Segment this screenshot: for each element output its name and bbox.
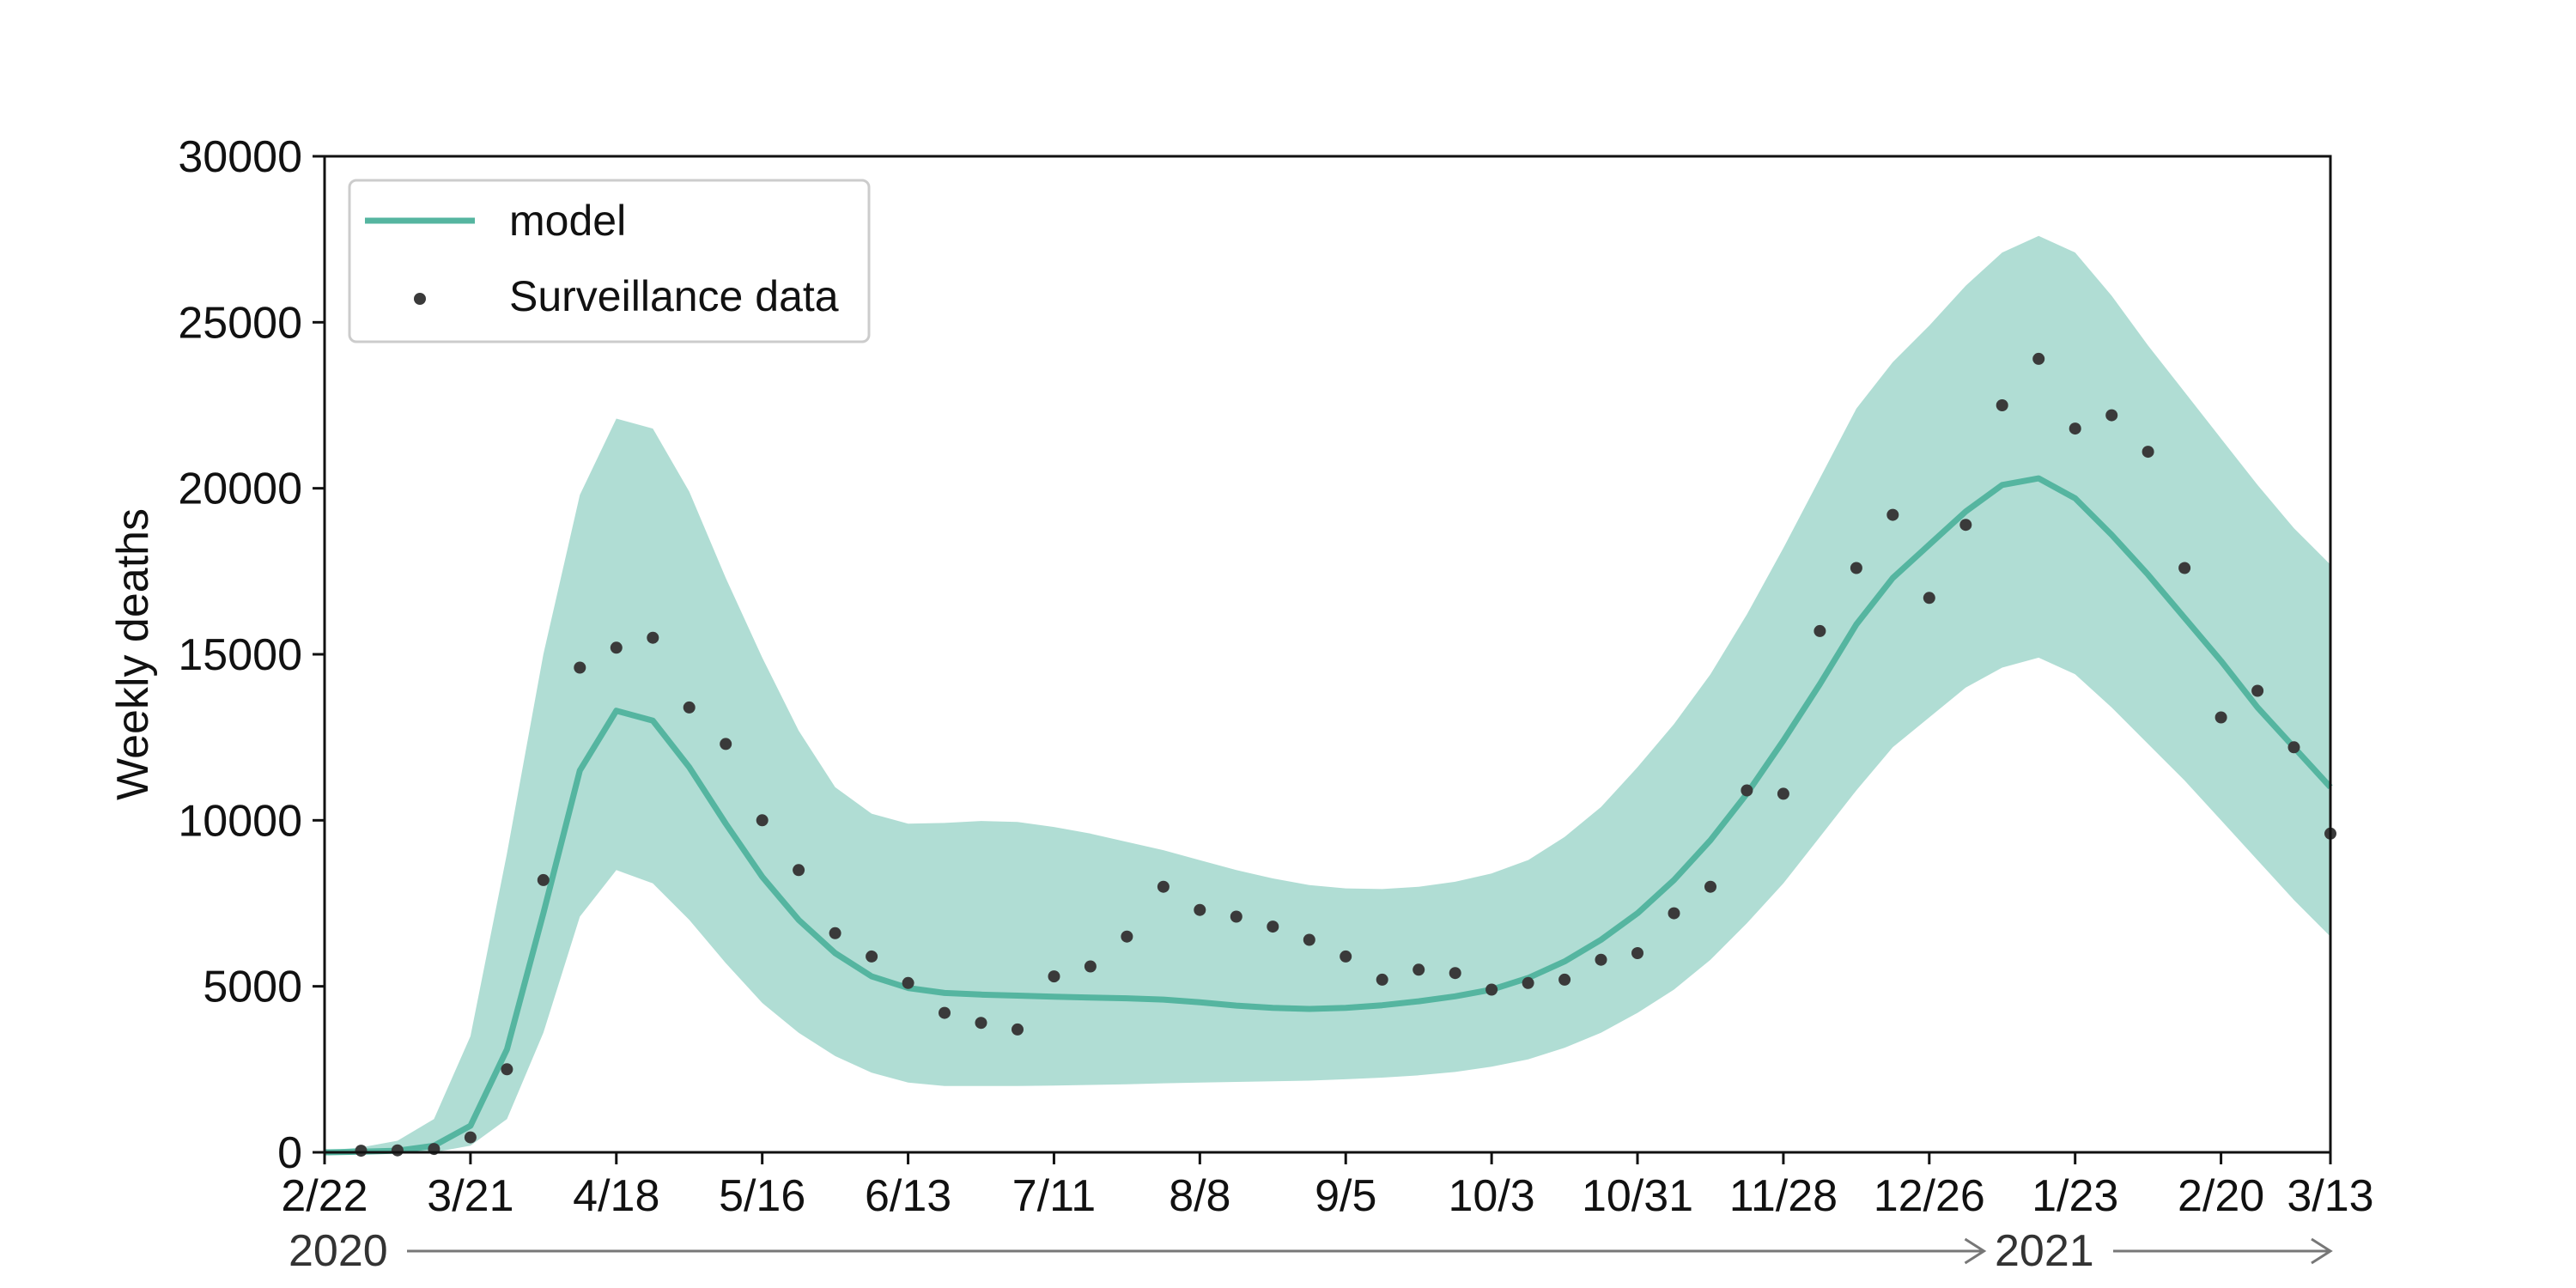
surveillance-point xyxy=(866,950,878,963)
surveillance-point xyxy=(1413,963,1425,976)
surveillance-point xyxy=(2105,409,2118,422)
year-arrow-head xyxy=(2311,1237,2333,1265)
x-tick-label: 5/16 xyxy=(719,1171,805,1221)
surveillance-point xyxy=(756,814,769,827)
legend: model Surveillance data xyxy=(348,179,871,343)
surveillance-point xyxy=(1522,976,1534,989)
legend-surveillance-swatch xyxy=(414,293,426,305)
x-tick-label: 2/22 xyxy=(281,1171,368,1221)
surveillance-point xyxy=(720,738,732,750)
surveillance-point xyxy=(2069,422,2081,435)
surveillance-point xyxy=(391,1144,404,1157)
y-axis-label: Weekly deaths xyxy=(108,508,158,800)
surveillance-point xyxy=(1194,903,1206,916)
surveillance-point xyxy=(574,661,586,674)
surveillance-point xyxy=(1668,907,1680,920)
surveillance-point xyxy=(1485,983,1498,996)
surveillance-point xyxy=(975,1017,987,1030)
surveillance-point xyxy=(1340,950,1352,963)
legend-model-label: model xyxy=(509,197,626,245)
y-tick-label: 10000 xyxy=(178,796,302,846)
x-tick-label: 12/26 xyxy=(1874,1171,1985,1221)
surveillance-point xyxy=(2178,562,2191,574)
surveillance-point xyxy=(1376,973,1388,986)
surveillance-point xyxy=(1558,973,1571,986)
surveillance-point xyxy=(501,1063,513,1076)
year-label: 2020 xyxy=(289,1226,388,1276)
surveillance-point xyxy=(1230,910,1242,923)
surveillance-points-layer xyxy=(355,352,2336,1157)
legend-box xyxy=(348,179,871,343)
surveillance-point xyxy=(610,641,623,654)
year-axis: 2020 2021 xyxy=(289,1226,2333,1276)
surveillance-point xyxy=(2032,352,2045,365)
y-tick-label: 5000 xyxy=(203,963,302,1012)
legend-surveillance-label: Surveillance data xyxy=(509,272,839,320)
y-axis-ticks: 0 5000 10000 15000 20000 25000 30000 xyxy=(178,132,325,1178)
surveillance-point xyxy=(2251,684,2264,697)
surveillance-point xyxy=(939,1006,951,1019)
x-tick-label: 4/18 xyxy=(573,1171,659,1221)
x-tick-label: 3/21 xyxy=(427,1171,513,1221)
surveillance-point xyxy=(2287,741,2300,754)
surveillance-point xyxy=(1741,784,1753,797)
surveillance-point xyxy=(1996,399,2008,411)
year-arrow-head xyxy=(1964,1237,1987,1265)
surveillance-point xyxy=(829,927,841,939)
x-tick-label: 9/5 xyxy=(1315,1171,1376,1221)
surveillance-point xyxy=(537,873,550,886)
x-axis-ticks: 2/22 3/21 4/18 5/16 6/13 7/11 8/8 9/5 10/3 10/31 1… xyxy=(281,1152,2374,1221)
surveillance-point xyxy=(2215,711,2227,724)
surveillance-point xyxy=(1449,967,1461,980)
y-tick-label: 20000 xyxy=(178,465,302,514)
surveillance-point xyxy=(1084,960,1097,973)
surveillance-point xyxy=(793,864,805,877)
x-tick-label: 3/13 xyxy=(2287,1171,2373,1221)
surveillance-point xyxy=(464,1131,477,1144)
confidence-band xyxy=(325,235,2330,1152)
surveillance-point xyxy=(647,631,659,644)
x-tick-label: 7/11 xyxy=(1012,1171,1096,1221)
surveillance-point xyxy=(1631,947,1643,959)
y-tick-label: 25000 xyxy=(178,298,302,348)
surveillance-point xyxy=(902,976,914,989)
surveillance-point xyxy=(1121,930,1133,943)
surveillance-point xyxy=(1886,508,1899,521)
surveillance-point xyxy=(1814,624,1826,637)
x-tick-label: 1/23 xyxy=(2032,1171,2118,1221)
year-label: 2021 xyxy=(1995,1226,2094,1276)
x-tick-label: 10/31 xyxy=(1582,1171,1693,1221)
x-tick-label: 8/8 xyxy=(1169,1171,1230,1221)
surveillance-point xyxy=(1704,880,1716,893)
surveillance-point xyxy=(1595,953,1607,966)
x-tick-label: 10/3 xyxy=(1449,1171,1535,1221)
surveillance-point xyxy=(2142,446,2154,459)
x-tick-label: 2/20 xyxy=(2178,1171,2264,1221)
y-tick-label: 30000 xyxy=(178,132,302,182)
x-tick-label: 6/13 xyxy=(865,1171,951,1221)
surveillance-point xyxy=(1267,920,1279,933)
surveillance-point xyxy=(1923,592,1935,605)
surveillance-point xyxy=(1850,562,1862,574)
surveillance-point xyxy=(1777,787,1789,800)
model-line xyxy=(324,475,2333,1156)
surveillance-point xyxy=(1048,970,1060,983)
model-line-layer xyxy=(324,475,2333,1156)
y-tick-label: 15000 xyxy=(178,630,302,680)
surveillance-point xyxy=(1012,1023,1024,1036)
y-tick-label: 0 xyxy=(277,1128,302,1178)
x-tick-label: 11/28 xyxy=(1729,1171,1838,1221)
surveillance-point xyxy=(1959,519,1972,532)
surveillance-point xyxy=(1303,933,1315,946)
surveillance-point xyxy=(355,1145,368,1157)
surveillance-point xyxy=(1157,880,1170,893)
surveillance-point xyxy=(683,701,696,714)
confidence-band-area xyxy=(325,235,2330,1152)
